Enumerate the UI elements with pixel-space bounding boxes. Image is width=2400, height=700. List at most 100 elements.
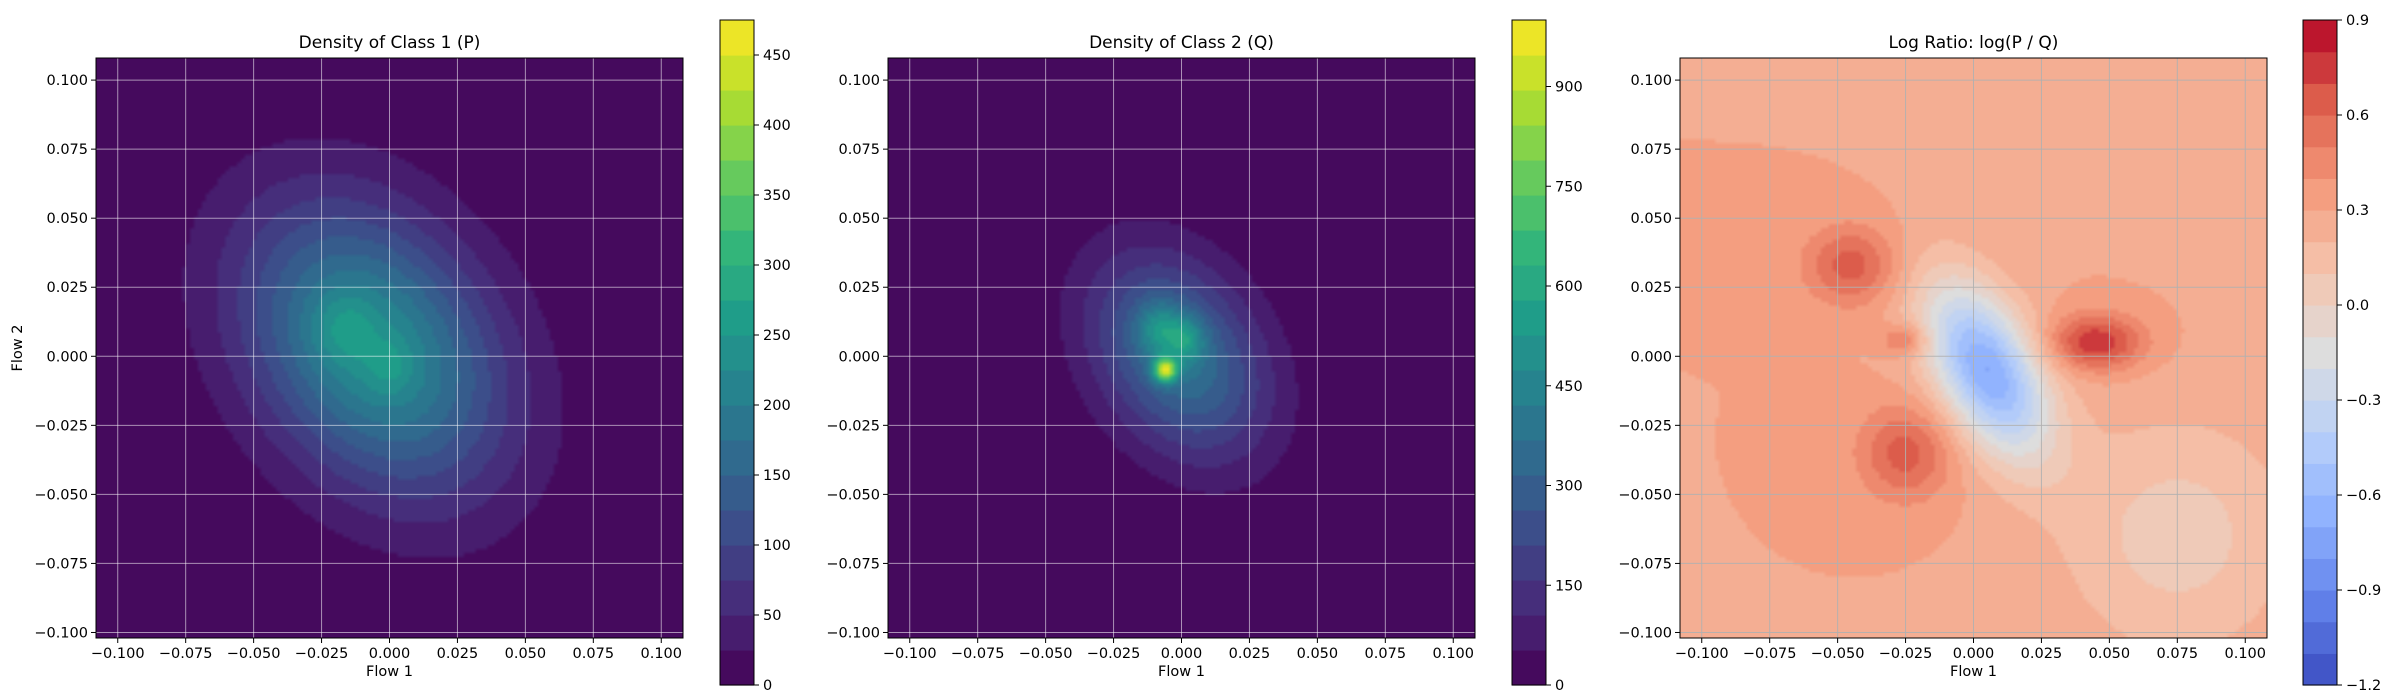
colorbar: −1.2 −0.9 −0.6 −0.3 0.0 0.3 0.6 0.9 (2302, 13, 2381, 694)
x-tick-label: 0.025 (1229, 646, 1271, 662)
colorbar-tick-label: 0 (763, 678, 772, 694)
y-tick-label: 0.075 (1630, 142, 1672, 158)
colorbar-step (720, 370, 754, 406)
colorbar-step (720, 90, 754, 126)
colorbar-step (2303, 305, 2337, 338)
y-tick-label: −0.100 (34, 625, 88, 641)
x-tick-label: −0.100 (883, 646, 937, 662)
colorbar-tick-label: −0.9 (2346, 583, 2381, 599)
colorbar-step (1512, 440, 1546, 476)
colorbar-step (2303, 400, 2337, 433)
colorbar-tick-label: 0.0 (2346, 298, 2369, 314)
colorbar-tick-label: 450 (763, 48, 791, 64)
colorbar-tick-label: −1.2 (2346, 678, 2381, 694)
x-tick-label: 0.100 (2225, 646, 2267, 662)
colorbar-step (1512, 475, 1546, 511)
colorbar-step (720, 230, 754, 266)
colorbar-step (1512, 510, 1546, 546)
colorbar-step (2303, 51, 2337, 84)
y-tick-label: 0.100 (1630, 73, 1672, 89)
x-axis-label: Flow 1 (366, 664, 413, 680)
colorbar-tick-label: 0.9 (2346, 13, 2369, 29)
x-tick-label: 0.025 (2021, 646, 2063, 662)
colorbar-tick-label: 400 (763, 118, 791, 134)
y-tick-label: −0.100 (1618, 625, 1672, 641)
colorbar-step (1512, 125, 1546, 161)
colorbar-step (1512, 265, 1546, 301)
x-tick-label: 0.075 (2157, 646, 2199, 662)
x-tick-label: 0.000 (1161, 646, 1203, 662)
colorbar-step (720, 475, 754, 511)
colorbar-step (720, 55, 754, 91)
colorbar-step (2303, 621, 2337, 654)
chart-title: Density of Class 1 (P) (299, 33, 481, 53)
x-tick-label: −0.025 (1087, 646, 1141, 662)
colorbar-tick-label: 0 (1555, 678, 1564, 694)
colorbar-step (1512, 650, 1546, 686)
colorbar-step (2303, 590, 2337, 623)
colorbar-step (720, 510, 754, 546)
colorbar-step (2303, 273, 2337, 306)
colorbar-step (1512, 370, 1546, 406)
x-tick-label: 0.000 (369, 646, 411, 662)
panel-class1-density: −0.100 −0.075 −0.050 −0.025 0.000 0.025 0.050 0… (10, 19, 791, 694)
colorbar-step (1512, 615, 1546, 651)
colorbar-step (720, 335, 754, 371)
x-tick-label: −0.075 (159, 646, 213, 662)
y-tick-label: −0.050 (1618, 487, 1672, 503)
colorbar-tick-label: 0.3 (2346, 203, 2369, 219)
x-tick-label: −0.050 (1019, 646, 1073, 662)
colorbar-step (2303, 431, 2337, 464)
x-tick-label: 0.075 (573, 646, 615, 662)
x-tick-label: 0.050 (1297, 646, 1339, 662)
y-tick-label: 0.050 (838, 211, 880, 227)
y-tick-label: 0.050 (1630, 211, 1672, 227)
colorbar: 0 50 100 150 200 250 300 350 400 450 (719, 19, 791, 694)
colorbar-frame (2302, 19, 2338, 686)
y-tick-label: 0.025 (46, 280, 88, 296)
colorbar-tick-label: −0.6 (2346, 488, 2381, 504)
colorbar-step (2303, 463, 2337, 496)
colorbar-step (2303, 178, 2337, 211)
colorbar-step (720, 195, 754, 231)
colorbar-step (1512, 160, 1546, 196)
colorbar-step (2303, 653, 2337, 686)
colorbar-step (2303, 241, 2337, 274)
colorbar-tick-label: 50 (763, 608, 781, 624)
panel-log-ratio: −0.100 −0.075 −0.050 −0.025 0.000 0.025 0.050 0… (1618, 13, 2381, 694)
colorbar-step (720, 20, 754, 56)
colorbar-step (1512, 90, 1546, 126)
colorbar-step (2303, 526, 2337, 559)
x-tick-label: 0.050 (505, 646, 547, 662)
y-tick-label: 0.075 (838, 142, 880, 158)
colorbar-step (1512, 405, 1546, 441)
y-tick-label: 0.075 (46, 142, 88, 158)
colorbar-tick-label: 250 (763, 328, 791, 344)
colorbar-frame (719, 19, 755, 686)
x-axis-label: Flow 1 (1158, 664, 1205, 680)
y-tick-label: 0.100 (46, 73, 88, 89)
colorbar-step (2303, 146, 2337, 179)
colorbar-tick-label: 300 (763, 258, 791, 274)
y-tick-label: −0.050 (34, 487, 88, 503)
x-tick-label: 0.050 (2089, 646, 2131, 662)
chart-title: Density of Class 2 (Q) (1089, 33, 1274, 53)
y-tick-label: −0.050 (826, 487, 880, 503)
x-tick-label: −0.025 (1879, 646, 1933, 662)
x-tick-label: −0.025 (295, 646, 349, 662)
colorbar-step (1512, 545, 1546, 581)
colorbar-step (720, 300, 754, 336)
colorbar-step (2303, 336, 2337, 369)
colorbar-step (2303, 210, 2337, 243)
x-tick-label: −0.100 (91, 646, 145, 662)
y-tick-label: −0.075 (826, 556, 880, 572)
colorbar-step (1512, 335, 1546, 371)
chart-title: Log Ratio: log(P / Q) (1889, 33, 2059, 53)
colorbar-step (720, 545, 754, 581)
panel-class2-density: −0.100 −0.075 −0.050 −0.025 0.000 0.025 0.050 0… (826, 19, 1583, 694)
colorbar-frame (1511, 19, 1547, 686)
colorbar-tick-label: 450 (1555, 379, 1583, 395)
y-tick-label: −0.075 (34, 556, 88, 572)
y-tick-label: 0.000 (838, 349, 880, 365)
